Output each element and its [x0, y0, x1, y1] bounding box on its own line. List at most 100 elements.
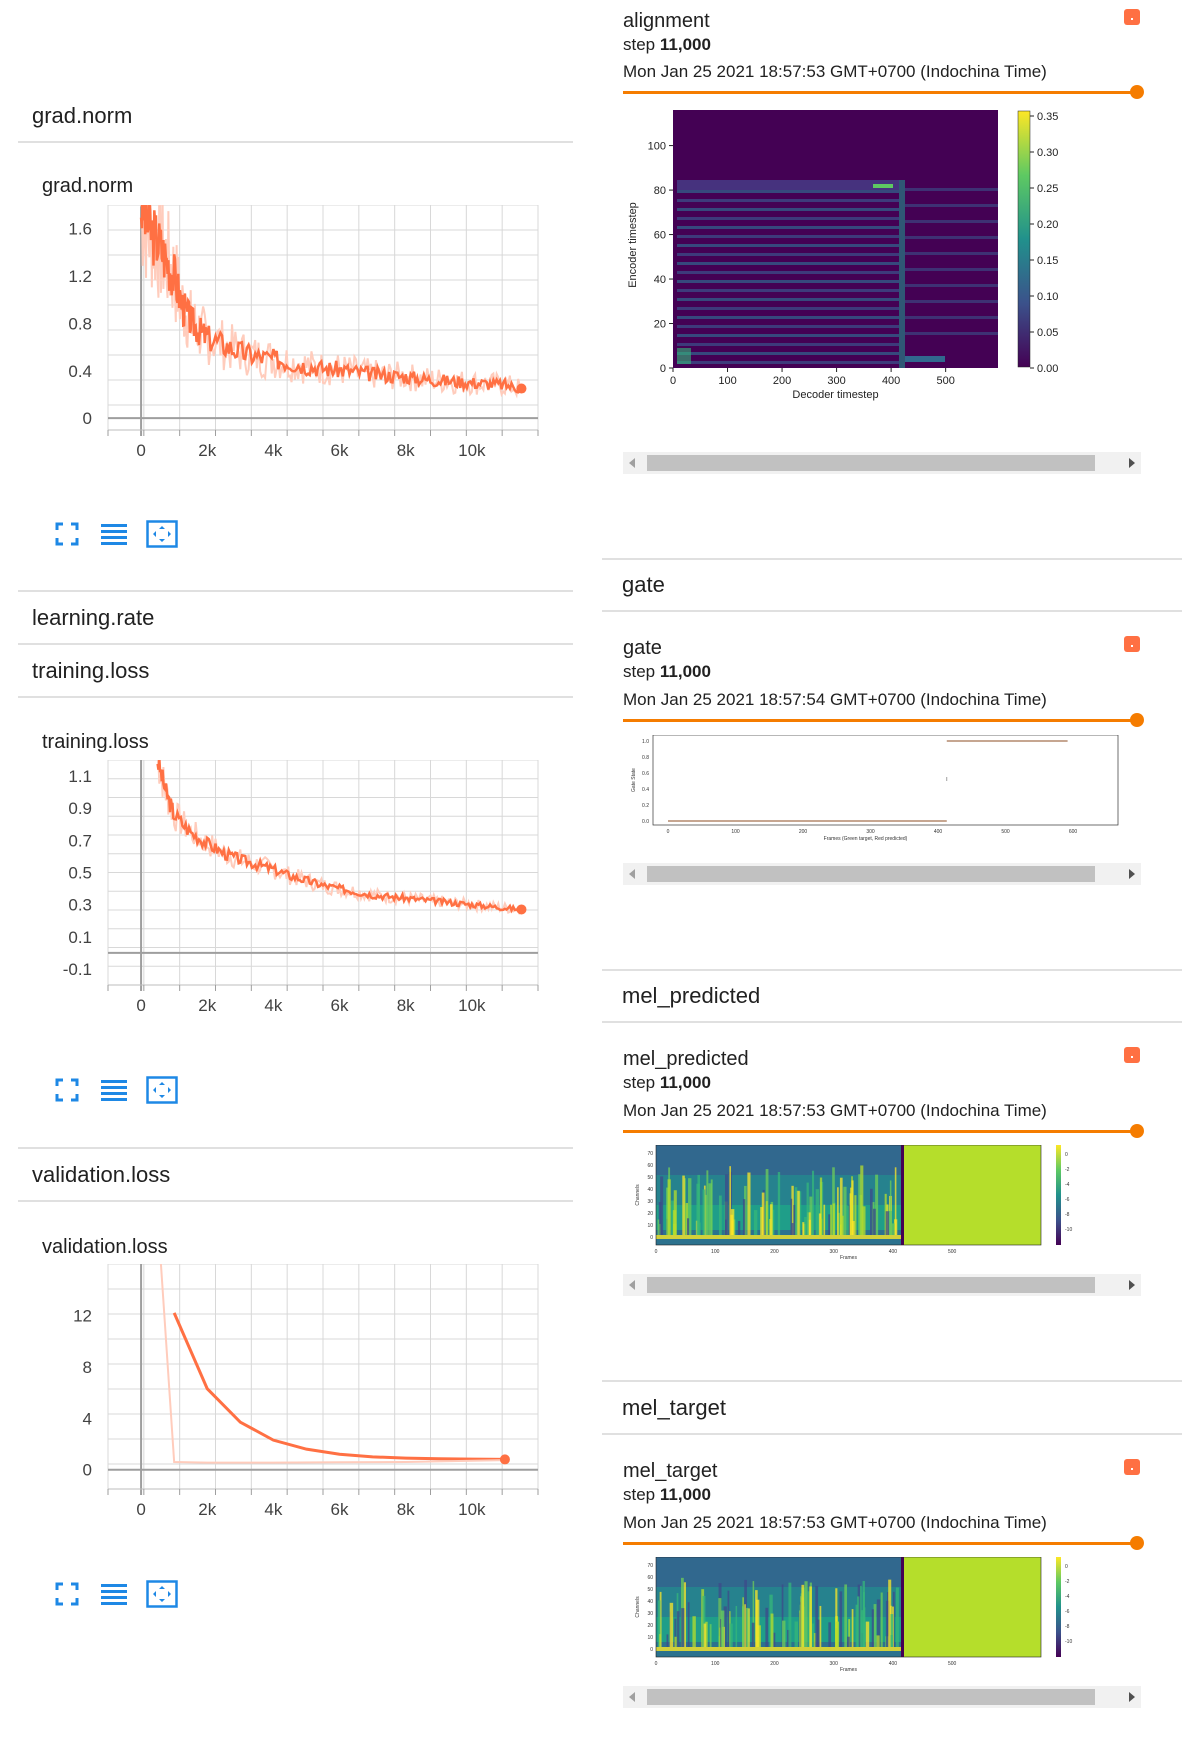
heatmap-band — [905, 236, 998, 239]
mel-streak — [819, 1177, 823, 1235]
heatmap-band — [677, 352, 899, 355]
step-slider-handle[interactable] — [1130, 1536, 1144, 1550]
mel-streak — [761, 1192, 765, 1235]
section-title-training-loss[interactable]: training.loss — [32, 658, 150, 683]
mel-streak — [741, 1606, 745, 1647]
colorbar-tick-label: -2 — [1065, 1167, 1070, 1173]
info-badge-icon[interactable] — [1124, 1047, 1140, 1063]
section-title-mel-predicted[interactable]: mel_predicted — [622, 983, 761, 1008]
step-slider[interactable] — [623, 719, 1133, 722]
step-slider-handle[interactable] — [1130, 85, 1144, 99]
image-ytick-label: 70 — [647, 1563, 653, 1569]
heatmap-band — [905, 284, 998, 287]
scroll-left-icon[interactable] — [629, 1692, 635, 1702]
mel-streak — [685, 1203, 689, 1235]
mel-streak — [828, 1214, 831, 1235]
image-ytick-label: 40 — [647, 1599, 653, 1605]
fit-domain-icon[interactable] — [146, 1076, 178, 1104]
mel-streak — [828, 1622, 832, 1647]
scrollbar-thumb[interactable] — [647, 455, 1095, 471]
mel-streak — [891, 1223, 895, 1235]
heatmap-band — [677, 307, 899, 310]
fullscreen-icon[interactable] — [54, 1581, 80, 1607]
image-ytick-label: 70 — [647, 1151, 653, 1157]
image-xtick-label: 200 — [799, 829, 808, 835]
scroll-left-icon[interactable] — [629, 869, 635, 879]
image-scrollbar[interactable] — [623, 1274, 1141, 1296]
section-divider — [602, 1021, 1182, 1023]
colorbar-tick-label: -2 — [1065, 1579, 1070, 1585]
section-title-mel-target[interactable]: mel_target — [622, 1395, 726, 1420]
step-slider[interactable] — [623, 1542, 1133, 1545]
image-ytick-label: 50 — [647, 1175, 653, 1181]
section-title-grad-norm[interactable]: grad.norm — [32, 103, 133, 128]
mel-streak — [830, 1204, 832, 1235]
section-title-gate[interactable]: gate — [622, 572, 665, 597]
scroll-right-icon[interactable] — [1129, 1692, 1135, 1702]
step-slider-handle[interactable] — [1130, 1124, 1144, 1138]
mel-streak — [702, 1595, 706, 1647]
colorbar — [1056, 1557, 1061, 1657]
mel-streak — [840, 1215, 844, 1235]
heatmap-band — [677, 316, 899, 319]
data-table-icon[interactable] — [100, 1077, 127, 1103]
mel-streak — [657, 1219, 660, 1235]
training-loss-chart[interactable]: 0 2k 4k 6k 8k 10k 1.1 0.9 0.7 0.5 0.3 0.1 -0.1 — [50, 760, 550, 1070]
info-badge-icon[interactable] — [1124, 636, 1140, 652]
mel-streak — [801, 1584, 805, 1647]
section-title-validation-loss[interactable]: validation.loss — [32, 1162, 171, 1187]
scroll-right-icon[interactable] — [1129, 869, 1135, 879]
scroll-right-icon[interactable] — [1129, 1280, 1135, 1290]
step-slider-handle[interactable] — [1130, 713, 1144, 727]
step-slider[interactable] — [623, 91, 1133, 94]
info-badge-icon[interactable] — [1124, 1459, 1140, 1475]
mel-streak — [657, 1600, 661, 1647]
mel-streak — [807, 1212, 811, 1235]
mel-streak — [796, 1190, 800, 1235]
image-scrollbar[interactable] — [623, 1686, 1141, 1708]
data-table-icon[interactable] — [100, 521, 127, 547]
series-end-point — [499, 1454, 510, 1465]
image-scrollbar[interactable] — [623, 863, 1141, 885]
scrollbar-thumb[interactable] — [647, 866, 1095, 882]
plot-area — [139, 205, 523, 399]
image-scrollbar[interactable] — [623, 452, 1141, 474]
scrollbar-thumb[interactable] — [647, 1689, 1095, 1705]
x-tick-label: 6k — [331, 996, 349, 1015]
mel-streak — [837, 1212, 840, 1235]
image-ytick-label: 0.0 — [642, 819, 649, 825]
validation-loss-chart[interactable]: 0 2k 4k 6k 8k 10k 12 8 4 0 — [50, 1264, 550, 1574]
step-slider[interactable] — [623, 1130, 1133, 1133]
mel-streak — [835, 1588, 838, 1647]
fullscreen-icon[interactable] — [54, 521, 80, 547]
mel-streak — [794, 1187, 798, 1235]
heatmap-band — [677, 334, 899, 337]
colorbar-tick-label: 0.20 — [1037, 219, 1058, 231]
data-table-icon[interactable] — [100, 1581, 127, 1607]
mel-streak — [698, 1222, 701, 1235]
fullscreen-icon[interactable] — [54, 1077, 80, 1103]
x-tick-label: 10k — [458, 1500, 486, 1519]
scrollbar-thumb[interactable] — [647, 1277, 1095, 1293]
heatmap-band — [677, 343, 899, 346]
mel-streak — [880, 1592, 883, 1647]
scroll-left-icon[interactable] — [629, 458, 635, 468]
mel-streak — [702, 1189, 706, 1235]
scroll-left-icon[interactable] — [629, 1280, 635, 1290]
mel-streak — [708, 1183, 712, 1235]
mel-streak — [815, 1189, 820, 1235]
heatmap-band — [905, 220, 998, 223]
section-title-learning-rate[interactable]: learning.rate — [32, 605, 155, 630]
mel-streak — [781, 1584, 784, 1647]
mel-streak — [674, 1618, 677, 1647]
fit-domain-icon[interactable] — [146, 520, 178, 548]
gate-image: 1.0 0.8 0.6 0.4 0.2 0.0 0 100 200 300 400 500 600 Fra… — [631, 735, 1119, 842]
info-badge-icon[interactable] — [1124, 9, 1140, 25]
grad-norm-chart[interactable]: 0 2k 4k 6k 8k 10k 1.6 1.2 0.8 0.4 0 — [50, 205, 550, 515]
image-xtick-label: 100 — [711, 1661, 720, 1667]
image-name: mel_predicted — [623, 1048, 749, 1070]
x-tick-label: 6k — [331, 1500, 349, 1519]
fit-domain-icon[interactable] — [146, 1580, 178, 1608]
scroll-right-icon[interactable] — [1129, 458, 1135, 468]
